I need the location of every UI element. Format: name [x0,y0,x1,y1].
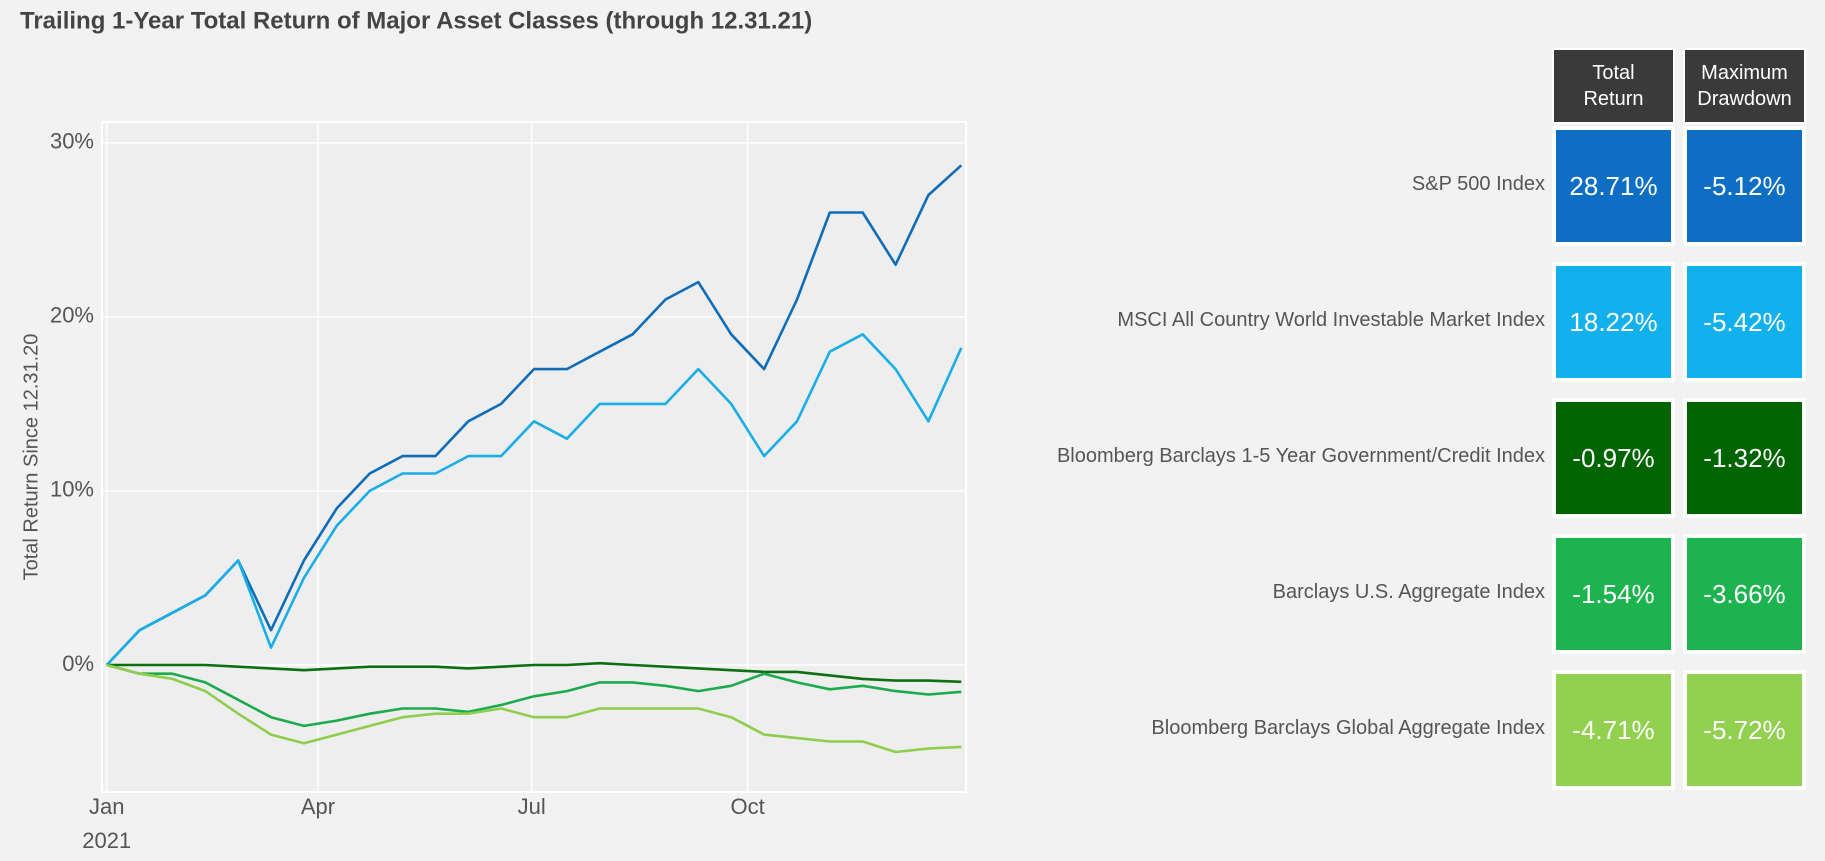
chart-title: Trailing 1-Year Total Return of Major As… [20,7,812,34]
series-line [106,663,962,754]
row-label: MSCI All Country World Investable Market… [1117,309,1545,331]
row-label: S&P 500 Index [1411,173,1545,195]
column-header: Total Return [1552,48,1675,124]
series-line [105,164,963,666]
x-tick-label: Oct [731,794,765,819]
value-cell: -0.97% [1552,398,1675,518]
value-cell: -1.54% [1552,534,1675,654]
row-label: Bloomberg Barclays 1-5 Year Government/C… [1056,445,1545,467]
series-line [105,333,963,666]
value-cell: -1.32% [1683,398,1806,518]
row-label: Barclays U.S. Aggregate Index [1272,581,1545,603]
y-tick-label: 30% [50,129,94,154]
value-cell: 28.71% [1552,126,1675,246]
y-axis-label: Total Return Since 12.31.20 [20,334,42,581]
x-tick-label: Apr [301,794,335,819]
y-tick-label: 0% [62,651,94,676]
value-cell: -4.71% [1552,670,1675,790]
row-label: Bloomberg Barclays Global Aggregate Inde… [1151,717,1545,739]
value-cell: -3.66% [1683,534,1806,654]
value-cell: -5.12% [1683,126,1806,246]
x-year-label: 2021 [82,828,131,853]
value-cell: 18.22% [1552,262,1675,382]
x-tick-label: Jan [89,794,124,819]
series-line [106,661,962,684]
series-line [106,663,962,728]
y-tick-label: 20% [50,303,94,328]
plot-area [101,121,967,793]
x-tick-label: Jul [518,794,546,819]
value-cell: -5.72% [1683,670,1806,790]
y-tick-label: 10% [50,477,94,502]
value-cell: -5.42% [1683,262,1806,382]
column-header: Maximum Drawdown [1683,48,1806,124]
